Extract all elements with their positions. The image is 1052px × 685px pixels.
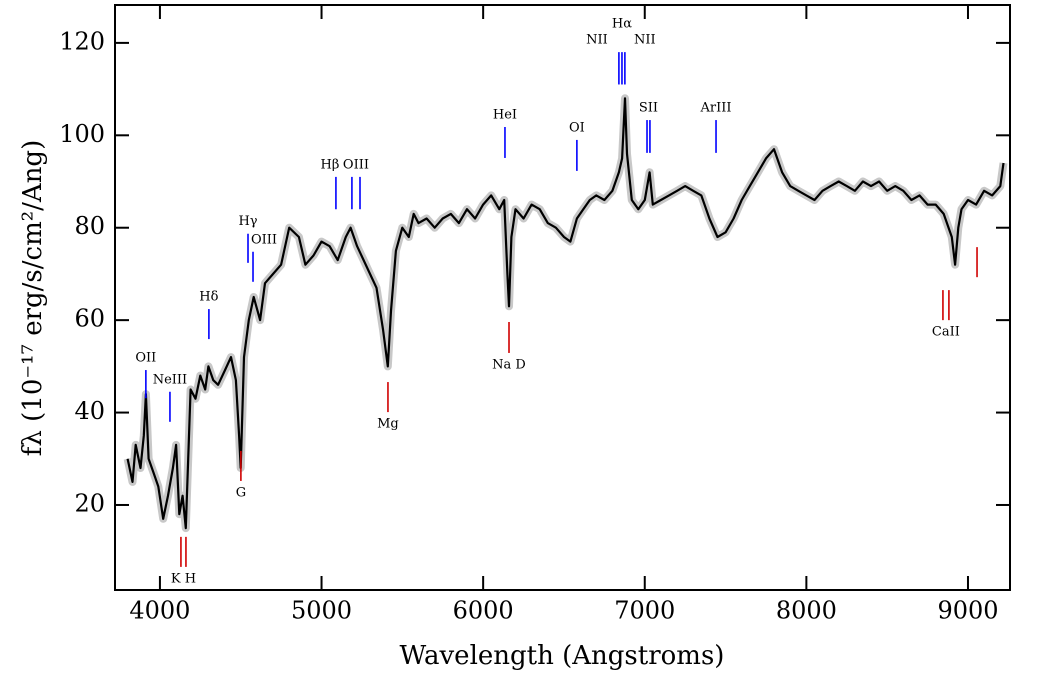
line-label: G <box>236 485 246 500</box>
line-label: OII <box>135 351 156 366</box>
x-tick-label: 7000 <box>614 597 675 625</box>
line-label: Hδ <box>199 290 218 305</box>
line-label: NII <box>586 33 608 48</box>
line-label: K H <box>171 571 196 586</box>
x-tick-label: 9000 <box>937 597 998 625</box>
line-label: Hβ <box>320 157 339 172</box>
line-label: HeI <box>493 107 517 122</box>
y-tick-label: 20 <box>74 489 105 517</box>
line-label: OIII <box>251 232 277 247</box>
x-tick-label: 6000 <box>453 597 514 625</box>
x-tick-label: 8000 <box>776 597 837 625</box>
line-label: NII <box>634 33 656 48</box>
line-label: CaII <box>932 325 960 340</box>
x-tick-label: 4000 <box>129 597 190 625</box>
line-label: Hγ <box>238 214 257 229</box>
line-label: OI <box>569 120 585 135</box>
line-label: ArIII <box>700 101 732 116</box>
y-tick-label: 100 <box>59 120 105 148</box>
y-tick-label: 40 <box>74 397 105 425</box>
y-tick-label: 120 <box>59 27 105 55</box>
spectrum-line <box>126 97 1005 530</box>
y-axis-label: fλ (10⁻¹⁷ erg/s/cm²/Ang) <box>18 140 48 456</box>
line-label: Hα <box>612 17 632 32</box>
y-tick-label: 80 <box>74 212 105 240</box>
line-label: Na D <box>492 357 526 372</box>
line-label: OIII <box>343 157 369 172</box>
line-label: Mg <box>377 417 399 432</box>
x-axis-label: Wavelength (Angstroms) <box>400 641 725 671</box>
line-label: SII <box>639 101 658 116</box>
line-label: NeIII <box>153 372 187 387</box>
x-tick-label: 5000 <box>291 597 352 625</box>
plot-frame <box>114 4 1011 591</box>
y-tick-label: 60 <box>74 305 105 333</box>
